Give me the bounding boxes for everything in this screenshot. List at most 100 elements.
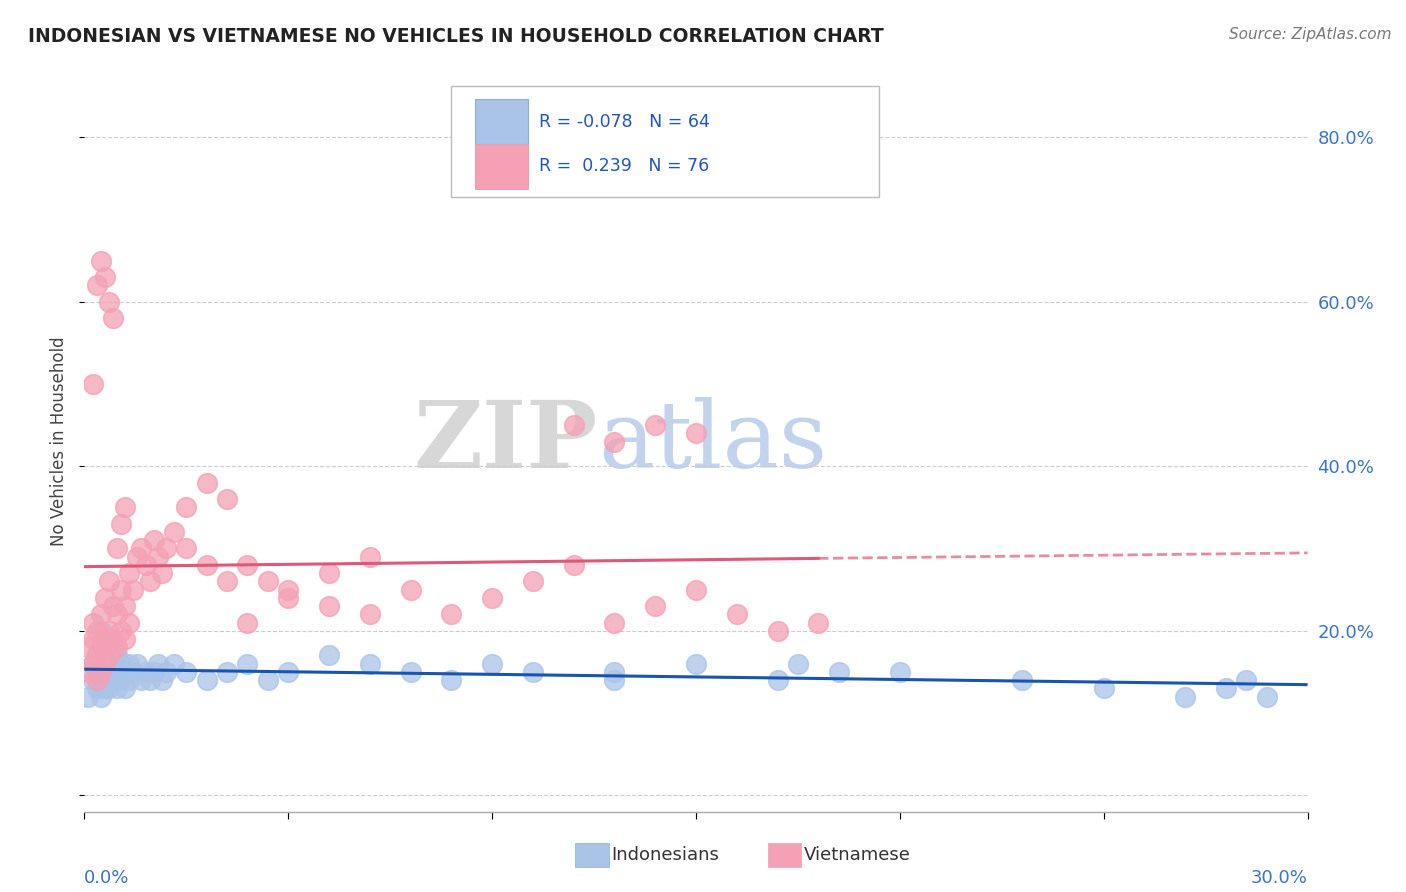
Point	[131, 541, 153, 556]
Point	[105, 665, 128, 679]
Point	[481, 591, 503, 605]
Point	[725, 607, 748, 622]
Point	[150, 566, 173, 581]
Point	[522, 574, 544, 589]
Point	[97, 681, 120, 696]
Point	[101, 632, 124, 646]
Text: R = -0.078   N = 64: R = -0.078 N = 64	[540, 112, 710, 131]
Point	[236, 558, 259, 572]
Point	[1174, 690, 1197, 704]
Point	[399, 582, 422, 597]
Point	[236, 615, 259, 630]
Point	[105, 640, 128, 655]
Point	[522, 665, 544, 679]
Point	[685, 426, 707, 441]
Point	[93, 591, 115, 605]
Point	[138, 574, 160, 589]
Point	[685, 657, 707, 671]
Point	[766, 673, 789, 687]
Point	[97, 294, 120, 309]
Point	[131, 673, 153, 687]
Point	[127, 549, 149, 564]
Point	[766, 624, 789, 638]
Point	[787, 657, 810, 671]
Text: ZIP: ZIP	[413, 397, 598, 486]
Point	[77, 640, 100, 655]
Point	[118, 657, 141, 671]
Point	[1215, 681, 1237, 696]
Point	[110, 657, 132, 671]
Point	[82, 657, 104, 671]
Point	[93, 665, 115, 679]
Point	[174, 665, 197, 679]
Point	[90, 657, 112, 671]
Point	[318, 599, 340, 613]
Point	[163, 657, 186, 671]
Point	[122, 582, 145, 597]
FancyBboxPatch shape	[451, 87, 880, 197]
Point	[217, 574, 239, 589]
Text: 30.0%: 30.0%	[1251, 870, 1308, 888]
Point	[93, 648, 115, 663]
Point	[807, 615, 830, 630]
Point	[110, 582, 132, 597]
Point	[93, 270, 115, 285]
Point	[359, 607, 381, 622]
Point	[399, 665, 422, 679]
Point	[142, 665, 165, 679]
FancyBboxPatch shape	[475, 144, 529, 189]
Point	[90, 624, 112, 638]
Point	[93, 681, 115, 696]
Point	[828, 665, 851, 679]
Point	[97, 632, 120, 646]
Point	[603, 665, 626, 679]
Point	[603, 434, 626, 449]
Point	[101, 599, 124, 613]
Point	[150, 673, 173, 687]
Point	[155, 665, 177, 679]
Point	[105, 541, 128, 556]
Point	[86, 673, 108, 687]
Point	[110, 516, 132, 531]
Point	[90, 640, 112, 655]
Point	[97, 648, 120, 663]
Point	[118, 566, 141, 581]
Point	[318, 648, 340, 663]
Point	[685, 582, 707, 597]
Point	[105, 681, 128, 696]
Point	[114, 632, 136, 646]
Point	[217, 665, 239, 679]
Point	[127, 657, 149, 671]
Point	[93, 632, 115, 646]
Point	[118, 615, 141, 630]
Point	[277, 665, 299, 679]
Point	[359, 657, 381, 671]
Point	[93, 632, 115, 646]
Point	[101, 673, 124, 687]
Point	[90, 673, 112, 687]
Point	[105, 607, 128, 622]
Point	[110, 673, 132, 687]
Text: R =  0.239   N = 76: R = 0.239 N = 76	[540, 157, 710, 175]
Point	[93, 657, 115, 671]
Point	[114, 500, 136, 515]
Point	[82, 615, 104, 630]
Point	[174, 541, 197, 556]
Point	[440, 673, 463, 687]
Point	[603, 673, 626, 687]
Point	[114, 665, 136, 679]
Text: Source: ZipAtlas.com: Source: ZipAtlas.com	[1229, 27, 1392, 42]
Point	[114, 681, 136, 696]
Point	[1236, 673, 1258, 687]
Point	[105, 648, 128, 663]
Point	[122, 665, 145, 679]
Point	[481, 657, 503, 671]
Point	[77, 690, 100, 704]
Point	[90, 253, 112, 268]
Point	[195, 558, 218, 572]
Point	[146, 549, 169, 564]
Point	[101, 311, 124, 326]
Point	[82, 632, 104, 646]
Point	[86, 624, 108, 638]
Point	[146, 657, 169, 671]
